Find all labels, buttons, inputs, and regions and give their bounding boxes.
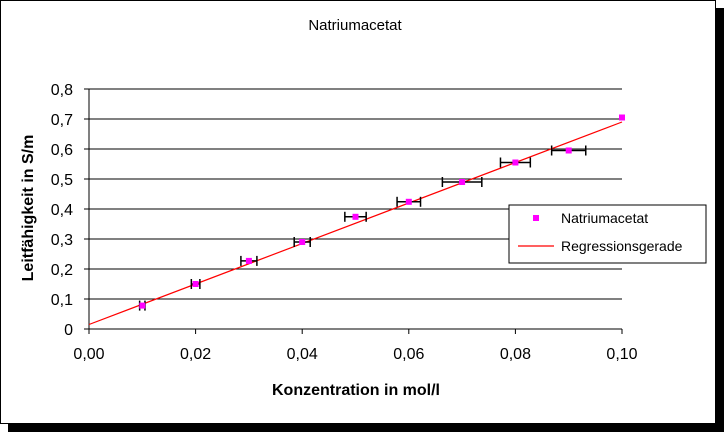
legend-marker-points	[533, 215, 539, 221]
regression-line	[88, 121, 623, 326]
y-tick-label: 0,8	[51, 82, 73, 99]
data-point	[192, 281, 199, 287]
data-point	[512, 159, 519, 166]
chart-title: Natriumacetat	[308, 17, 402, 34]
legend: Natriumacetat Regressionsgerade	[508, 204, 707, 264]
y-tick-label: 0	[64, 322, 73, 339]
y-tick-label: 0,5	[51, 172, 73, 189]
y-tick-label: 0,6	[51, 142, 73, 159]
x-tick-label: 0,08	[500, 346, 531, 363]
legend-label-line: Regressionsgerade	[561, 238, 683, 254]
data-point	[619, 114, 625, 121]
x-tick-label: 0,06	[393, 346, 424, 363]
x-axis-label: Konzentration in mol/l	[272, 382, 440, 399]
y-tick-labels: 0 0,1 0,2 0,3 0,4 0,5 0,6 0,7 0,8	[51, 82, 73, 339]
regression-line-group	[88, 121, 623, 326]
x-tick-label: 0,02	[180, 346, 211, 363]
x-tick-label: 0,04	[287, 346, 318, 363]
y-tick-label: 0,1	[51, 292, 73, 309]
data-point	[299, 239, 306, 245]
grid	[89, 88, 622, 300]
x-tick-label: 0,00	[73, 346, 104, 363]
data-point	[459, 179, 466, 185]
y-tick-label: 0,2	[51, 262, 73, 279]
y-tick-label: 0,3	[51, 232, 73, 249]
data-point	[245, 257, 252, 264]
legend-box	[508, 204, 707, 264]
x-tick-labels: 0,00 0,02 0,04 0,06 0,08 0,10	[73, 346, 637, 363]
data-point	[139, 302, 146, 309]
data-point	[352, 213, 359, 220]
data-point	[565, 147, 572, 154]
data-points	[139, 114, 625, 309]
data-point	[405, 198, 412, 205]
y-axis-label: Leitfähigkeit in S/m	[20, 135, 37, 282]
y-tick-label: 0,4	[51, 202, 73, 219]
axes	[84, 88, 623, 334]
x-tick-label: 0,10	[606, 346, 637, 363]
y-tick-label: 0,7	[51, 112, 73, 129]
legend-label-points: Natriumacetat	[561, 210, 648, 226]
